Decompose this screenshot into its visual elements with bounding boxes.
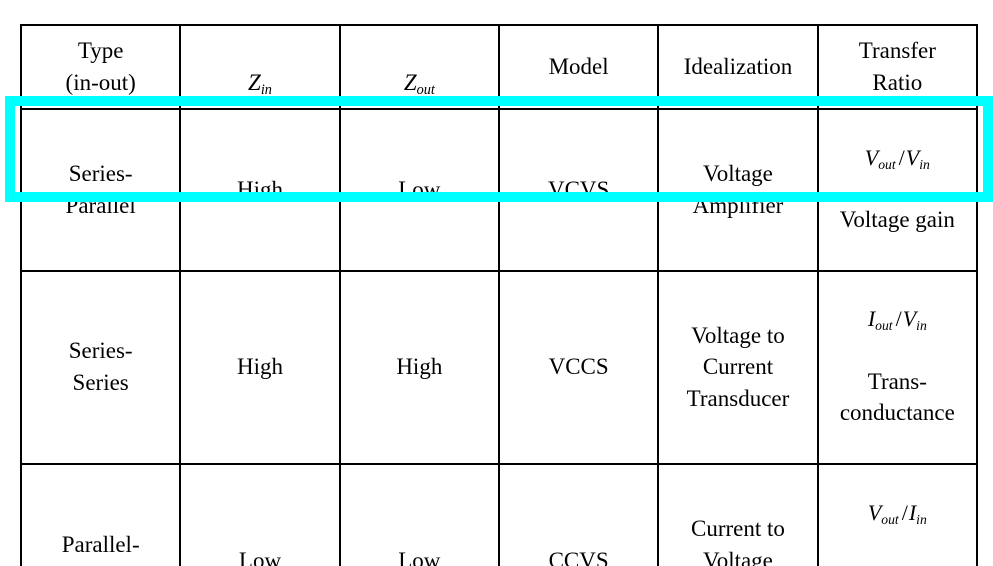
header-transfer-ratio: Transfer Ratio bbox=[816, 24, 979, 110]
table-row-series-parallel: Series- Parallel High Low VCVS Voltage A… bbox=[19, 108, 979, 272]
cell-idealization: Voltage Amplifier bbox=[657, 108, 819, 272]
cell-zout: Low bbox=[338, 108, 500, 272]
cell-zin: High bbox=[179, 108, 341, 272]
feedback-amplifier-table: Type (in-out) Zin Zout Model Idealizatio… bbox=[19, 24, 979, 566]
cell-model: CCVS bbox=[497, 462, 660, 566]
transfer-formula: Vout/Iin bbox=[867, 499, 927, 527]
cell-zout: High bbox=[338, 269, 500, 465]
cell-idealization: Current to Voltage Transducer bbox=[657, 462, 819, 566]
transfer-label: Trans- conductance bbox=[839, 368, 955, 426]
transfer-label: Voltage gain bbox=[839, 207, 955, 233]
cell-transfer-ratio: Iout/Vin Trans- conductance bbox=[816, 269, 979, 465]
cell-model: VCVS bbox=[497, 108, 660, 272]
cell-zin: Low bbox=[179, 462, 341, 566]
zout-symbol: Zout bbox=[403, 70, 435, 98]
header-type: Type (in-out) bbox=[19, 24, 182, 110]
cell-transfer-ratio: Vout/Iin Trans- resistance bbox=[816, 462, 979, 566]
transfer-label: Trans- resistance bbox=[823, 559, 972, 566]
table-row-series-series: Series- Series High High VCCS Voltage to… bbox=[19, 269, 979, 465]
transfer-formula: Iout/Vin bbox=[867, 306, 927, 334]
transfer-formula: Vout/Vin bbox=[864, 144, 930, 172]
cell-type: Parallel- Parallel bbox=[19, 462, 182, 566]
header-idealization: Idealization bbox=[657, 24, 819, 110]
cell-zin: High bbox=[179, 269, 341, 465]
cell-transfer-ratio: Vout/Vin Voltage gain bbox=[816, 108, 979, 272]
cell-type: Series- Series bbox=[19, 269, 182, 465]
zin-symbol: Zin bbox=[248, 70, 272, 98]
cell-zout: Low bbox=[338, 462, 500, 566]
cell-type: Series- Parallel bbox=[19, 108, 182, 272]
header-model: Model bbox=[497, 24, 660, 110]
table-header-row: Type (in-out) Zin Zout Model Idealizatio… bbox=[19, 24, 979, 110]
cell-model: VCCS bbox=[497, 269, 660, 465]
cell-idealization: Voltage to Current Transducer bbox=[657, 269, 819, 465]
header-zin: Zin bbox=[179, 24, 341, 110]
table-row-parallel-parallel: Parallel- Parallel Low Low CCVS Current … bbox=[19, 462, 979, 566]
header-zout: Zout bbox=[338, 24, 500, 110]
